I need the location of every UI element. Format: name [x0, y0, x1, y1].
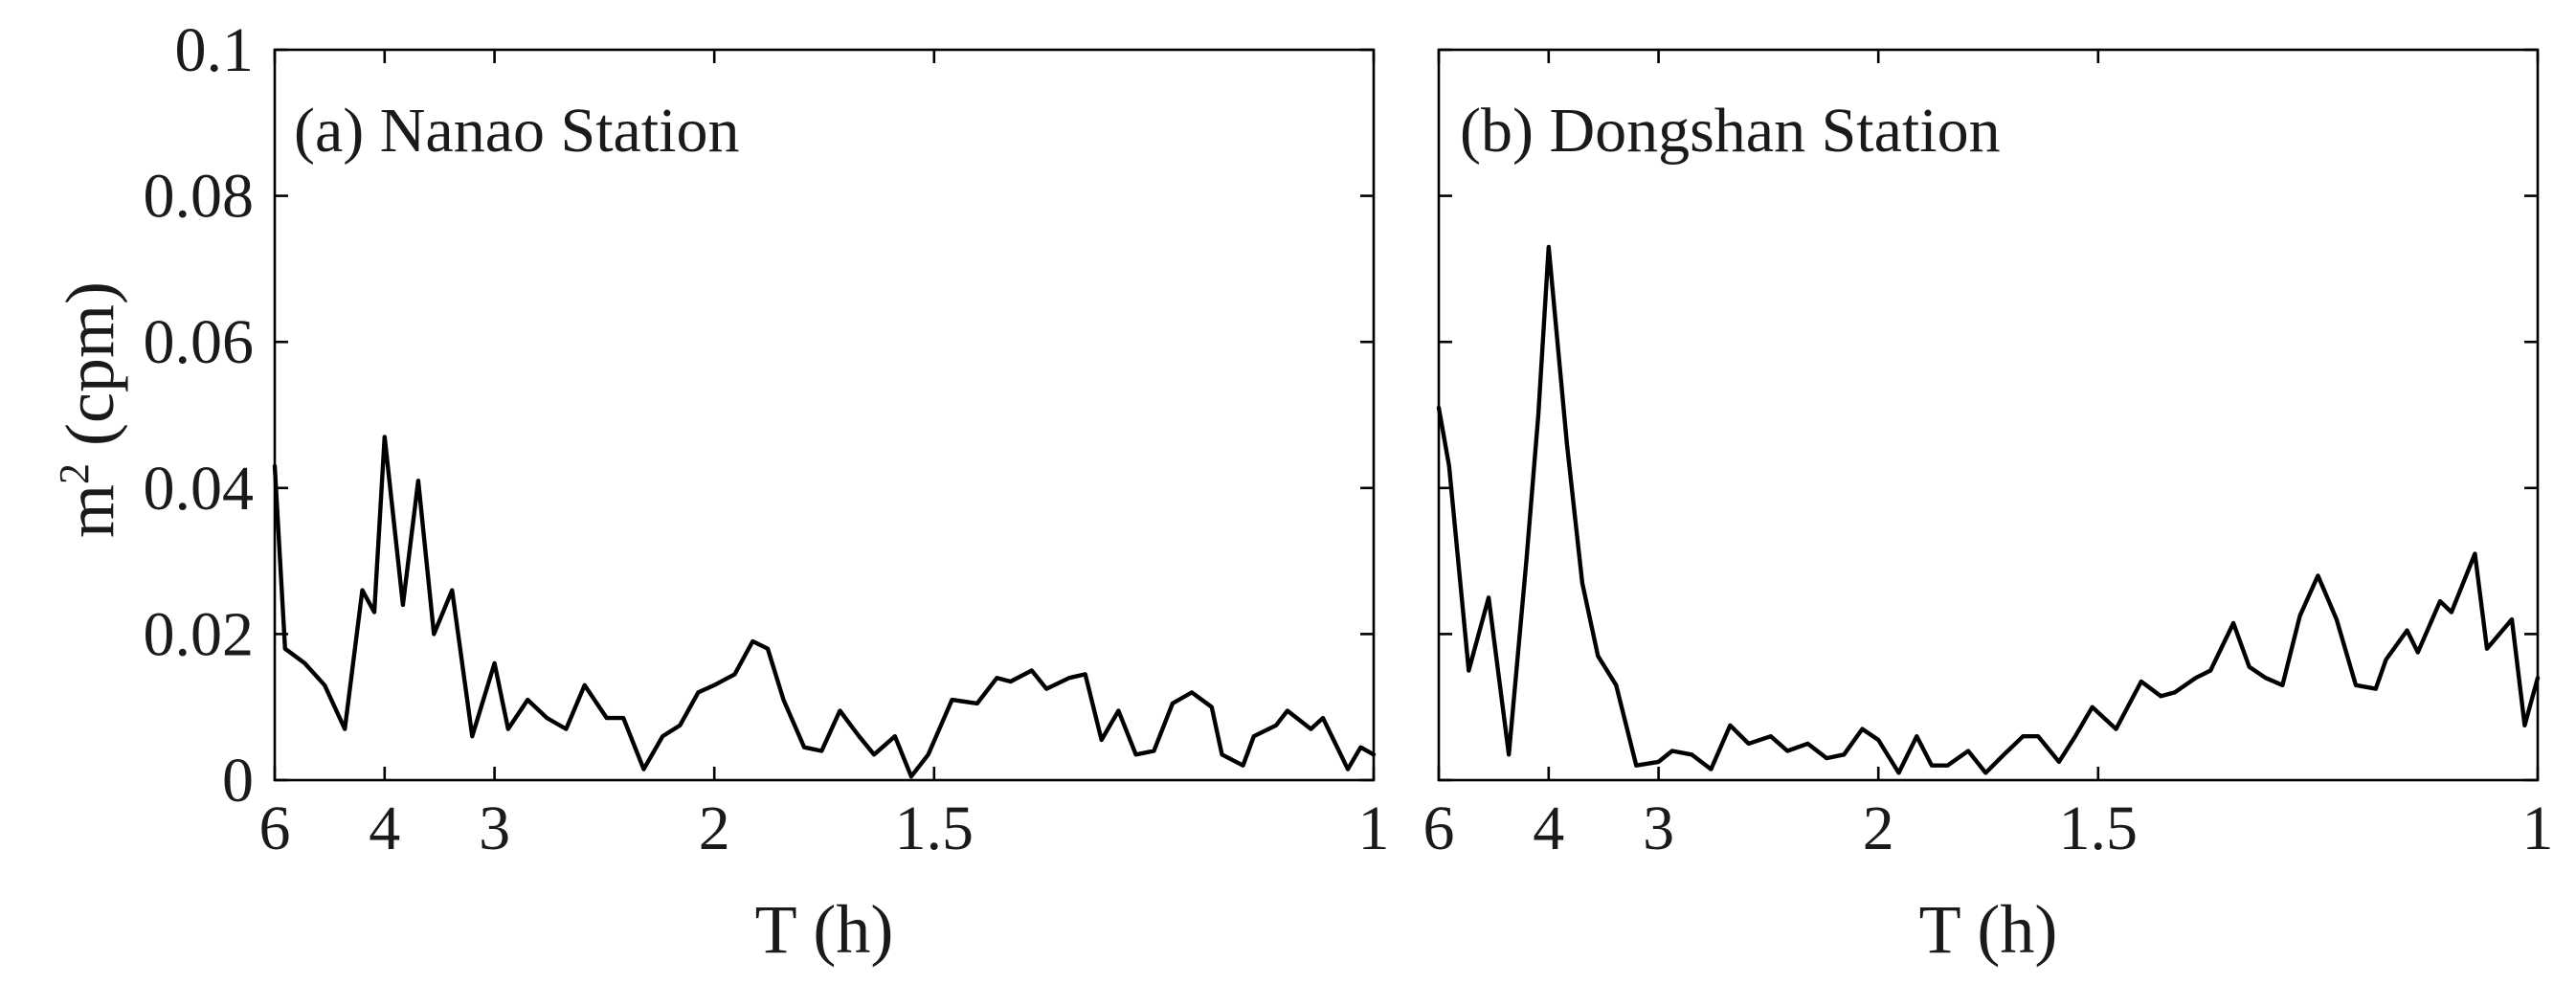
panel-b-x-tick-label: 3	[1643, 794, 1674, 863]
panel-a-y-tick-label: 0.1	[175, 15, 255, 85]
panel-a-frame	[273, 48, 1376, 782]
panel-a-y-tick-label: 0.06	[144, 307, 255, 377]
panel-b-ticks: 6 4 3 2 1.5 1	[1423, 48, 2554, 863]
panel-a-x-tick-label: 2	[699, 794, 730, 863]
panel-b-x-tick-label: 2	[1863, 794, 1894, 863]
panel-b-title: (b) Dongshan Station	[1460, 96, 2001, 166]
panel-a-x-axis-label: T (h)	[755, 891, 894, 968]
panel-b-series-line	[1436, 244, 2541, 775]
panel-a-y-tick-label: 0	[222, 746, 254, 816]
panel-a-x-tick-label: 1.5	[895, 794, 974, 863]
panel-a-ticks: 6 4 3 2 1.5 1 0 0.02 0.04 0.06 0.08 0.1	[144, 15, 1390, 863]
panel-b-x-tick-label: 1.5	[2059, 794, 2139, 863]
panel-a-y-tick-label: 0.02	[144, 599, 255, 669]
panel-b-x-tick-label: 1	[2522, 794, 2554, 863]
panel-a-y-tick-label: 0.04	[144, 454, 255, 524]
panel-a-title: (a) Nanao Station	[294, 96, 740, 166]
y-axis-label: m2 (cpm)	[51, 281, 128, 538]
panel-a-x-tick-label: 1	[1358, 794, 1390, 863]
panel-b-x-tick-label: 4	[1533, 794, 1564, 863]
panel-a-y-tick-label: 0.08	[144, 162, 255, 232]
panel-b-x-tick-label: 6	[1423, 794, 1455, 863]
panel-b-x-axis-label: T (h)	[1919, 891, 2058, 968]
panel-a-series-line	[272, 435, 1377, 779]
panel-a-x-tick-label: 6	[259, 794, 291, 863]
panel-a: 6 4 3 2 1.5 1 0 0.02 0.04 0.06 0.08 0.1 (a) Nanao S…	[144, 15, 1390, 968]
panel-a-x-tick-label: 3	[479, 794, 510, 863]
panel-b: 6 4 3 2 1.5 1 (b) Dongshan Station T (h)	[1423, 48, 2554, 968]
panel-a-x-tick-label: 4	[369, 794, 400, 863]
